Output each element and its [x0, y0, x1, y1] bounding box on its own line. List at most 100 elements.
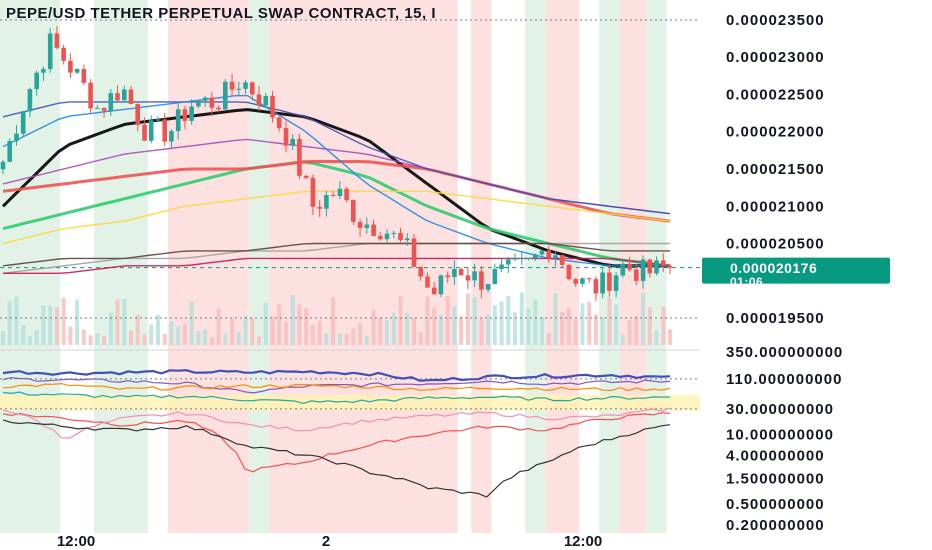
volume-bar [432, 307, 436, 345]
volume-bar [446, 296, 450, 345]
time-tick-label: 12:00 [57, 533, 95, 550]
volume-bar [628, 320, 632, 345]
volume-bar [163, 334, 167, 345]
volume-bar [129, 330, 133, 345]
volume-bar [156, 315, 160, 345]
volume-bar [143, 335, 147, 345]
candle [499, 259, 504, 272]
candle-body [109, 93, 114, 111]
volume-bar [331, 297, 335, 345]
indicator-tick-label: 10.000000000 [726, 426, 834, 443]
candle-body [425, 277, 430, 288]
candle-body [243, 82, 248, 88]
volume-bar [89, 335, 93, 345]
red-session-band [269, 0, 458, 533]
candle-body [75, 69, 80, 73]
candle-body [34, 73, 39, 89]
candle-body [553, 255, 558, 258]
candle-body [7, 141, 12, 162]
volume-bar [466, 294, 470, 346]
volume-bar [250, 318, 254, 345]
candle-body [290, 139, 295, 146]
candle-body [567, 265, 572, 279]
candle [520, 252, 525, 265]
candle-body [142, 125, 147, 141]
volume-bar [358, 323, 362, 345]
indicator-tick-label: 4.000000000 [726, 448, 825, 465]
candle-body [634, 270, 639, 281]
last-price-tag: 0.000020176 01:06 [702, 258, 890, 289]
volume-bar [35, 330, 39, 345]
candle-body [304, 176, 309, 178]
candle-body [237, 89, 242, 90]
indicator-band [0, 395, 700, 411]
volume-bar [15, 297, 19, 345]
volume-bar [190, 301, 194, 345]
candle-body [654, 260, 659, 273]
candle-body [493, 269, 498, 284]
candle-body [594, 279, 599, 293]
candle-body [486, 284, 491, 290]
volume-bar [41, 305, 45, 345]
candle [493, 263, 498, 284]
candle-body [115, 93, 120, 100]
chart-title: PEPE/USD TETHER PERPETUAL SWAP CONTRACT,… [6, 5, 436, 22]
candle-body [311, 178, 316, 207]
candle [75, 68, 80, 74]
candle-body [210, 98, 215, 108]
candle-body [14, 134, 19, 141]
price-tick-label: 0.000023000 [726, 49, 825, 66]
volume-bar [169, 321, 173, 345]
volume-bar [210, 337, 214, 345]
candle-body [573, 279, 578, 284]
volume-bar [365, 336, 369, 345]
volume-bar [506, 296, 510, 345]
price-tick-label: 0.000020500 [726, 236, 825, 253]
candle [88, 79, 93, 113]
volume-bar [567, 308, 571, 345]
candle [68, 53, 73, 78]
volume-bar [28, 336, 32, 345]
candle-body [398, 233, 403, 240]
price-tick-label: 0.000021500 [726, 161, 825, 178]
volume-bar [1, 331, 5, 345]
candle-body [513, 259, 518, 260]
time-axis[interactable]: 12:00 2 12:00 [57, 533, 602, 550]
candle-body [223, 82, 228, 110]
candle-body [338, 189, 343, 196]
volume-bar [601, 317, 605, 345]
volume-bar [668, 329, 672, 345]
volume-bar [648, 307, 652, 345]
volume-bar [8, 301, 12, 345]
volume-bar [533, 300, 537, 345]
candle-body [48, 34, 53, 70]
volume-bar [149, 324, 153, 345]
candle-body [95, 108, 100, 109]
candle-body [183, 109, 188, 121]
candle [513, 253, 518, 261]
volume-bar [479, 318, 483, 345]
candle-body [68, 61, 73, 73]
volume-bar [500, 302, 504, 345]
volume-bar [587, 302, 591, 345]
candle-body [135, 104, 140, 125]
volume-bar [75, 300, 79, 345]
price-tag-value: 0.000020176 [730, 260, 817, 276]
candle [506, 257, 511, 273]
candle-body [546, 250, 551, 258]
volume-bar [473, 297, 477, 345]
volume-bar [634, 316, 638, 345]
candle-body [479, 271, 484, 289]
candle-body [439, 275, 444, 294]
candle [7, 138, 12, 162]
volume-bar [237, 332, 241, 345]
candle-body [526, 258, 531, 259]
volume-bar [311, 325, 315, 345]
candle-body [560, 255, 565, 265]
candle-body [331, 195, 336, 196]
green-session-band [525, 0, 545, 533]
candle-body [445, 275, 450, 277]
candle-body [230, 82, 235, 90]
indicator-axis[interactable]: 350.000000000 110.000000000 30.000000000 10… [726, 344, 843, 534]
